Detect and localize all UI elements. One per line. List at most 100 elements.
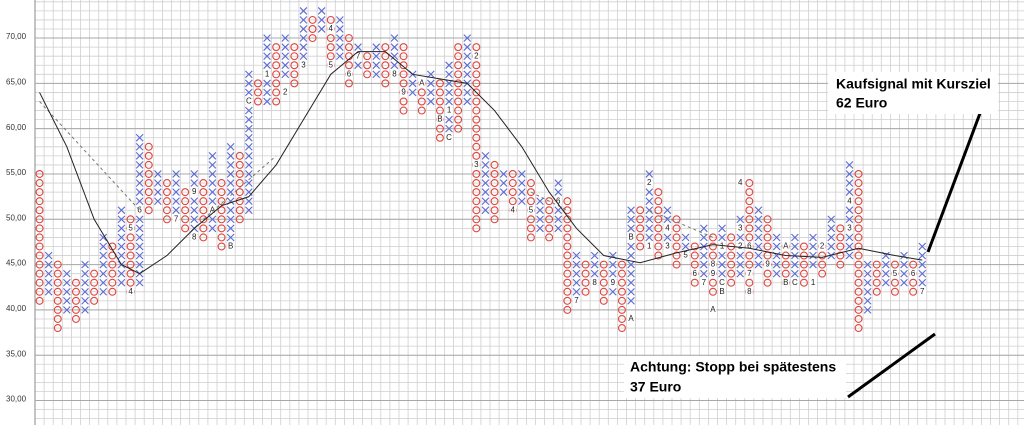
o-symbol bbox=[472, 88, 481, 97]
x-symbol bbox=[263, 34, 271, 42]
o-symbol bbox=[490, 160, 499, 169]
o-symbol bbox=[144, 142, 153, 151]
x-symbol bbox=[317, 7, 326, 15]
month-marker: 7 bbox=[920, 287, 925, 296]
o-symbol bbox=[599, 260, 608, 269]
marker-bg bbox=[436, 115, 444, 124]
o-column bbox=[162, 179, 171, 224]
o-symbol bbox=[235, 206, 244, 215]
x-symbol bbox=[135, 242, 144, 251]
x-symbol bbox=[663, 215, 672, 224]
x-column bbox=[390, 34, 399, 70]
x-symbol bbox=[81, 287, 89, 296]
o-symbol bbox=[745, 260, 754, 269]
o-column bbox=[253, 79, 262, 106]
x-symbol bbox=[226, 152, 235, 160]
x-symbol bbox=[317, 16, 326, 24]
x-symbol bbox=[117, 278, 126, 287]
x-symbol bbox=[190, 170, 199, 178]
marker-bg bbox=[281, 88, 289, 97]
annotation-box bbox=[624, 356, 846, 398]
month-marker: 3 bbox=[301, 60, 306, 69]
o-symbol bbox=[854, 314, 863, 323]
o-symbol bbox=[454, 70, 463, 79]
x-symbol bbox=[481, 179, 490, 187]
x-symbol bbox=[99, 287, 108, 296]
o-symbol bbox=[235, 151, 244, 160]
marker-bg bbox=[554, 197, 562, 206]
o-symbol bbox=[599, 296, 608, 305]
x-symbol bbox=[99, 278, 108, 287]
x-symbol bbox=[900, 278, 908, 287]
o-symbol bbox=[490, 206, 499, 215]
month-marker: 4 bbox=[665, 223, 670, 232]
month-marker: 8 bbox=[747, 287, 752, 296]
x-symbol bbox=[299, 7, 308, 15]
marker-bg bbox=[736, 242, 744, 251]
month-marker: B bbox=[228, 242, 233, 251]
o-symbol bbox=[672, 233, 681, 242]
x-symbol bbox=[245, 170, 253, 178]
marker-bg bbox=[345, 70, 353, 79]
o-symbol bbox=[654, 251, 663, 260]
marker-bg bbox=[509, 206, 517, 215]
x-symbol bbox=[918, 260, 927, 269]
marker-bg bbox=[736, 179, 744, 188]
x-symbol bbox=[135, 179, 144, 187]
x-column bbox=[754, 206, 763, 269]
x-symbol bbox=[135, 197, 144, 206]
o-symbol bbox=[563, 224, 572, 233]
month-marker: A bbox=[419, 78, 425, 87]
x-column bbox=[63, 269, 71, 314]
o-symbol bbox=[654, 233, 663, 242]
x-symbol bbox=[827, 242, 836, 251]
o-symbol bbox=[763, 233, 772, 242]
marker-bg bbox=[745, 287, 753, 296]
o-symbol bbox=[399, 52, 408, 61]
o-symbol bbox=[126, 278, 135, 287]
marker-bg bbox=[709, 305, 717, 314]
annotation-text: 37 Euro bbox=[630, 379, 681, 395]
o-symbol bbox=[745, 179, 754, 188]
x-symbol bbox=[463, 34, 472, 42]
o-symbol bbox=[708, 251, 717, 260]
o-symbol bbox=[235, 215, 244, 224]
o-symbol bbox=[508, 169, 517, 178]
month-marker: 3 bbox=[474, 160, 479, 169]
o-symbol bbox=[144, 179, 153, 188]
o-symbol bbox=[745, 251, 754, 260]
x-symbol bbox=[627, 251, 635, 260]
x-symbol bbox=[172, 179, 180, 187]
o-symbol bbox=[708, 287, 717, 296]
o-symbol bbox=[290, 61, 299, 70]
o-symbol bbox=[763, 269, 772, 278]
marker-bg bbox=[700, 278, 708, 287]
o-symbol bbox=[799, 242, 808, 251]
o-symbol bbox=[35, 224, 44, 233]
o-symbol bbox=[836, 251, 845, 260]
x-symbol bbox=[226, 161, 235, 169]
x-symbol bbox=[572, 260, 581, 269]
x-symbol bbox=[336, 25, 344, 33]
month-marker: C bbox=[792, 278, 798, 287]
o-symbol bbox=[71, 278, 80, 287]
o-symbol bbox=[472, 61, 481, 70]
o-symbol bbox=[162, 197, 171, 206]
y-tick-label: 35,00 bbox=[6, 349, 27, 358]
o-symbol bbox=[654, 215, 663, 224]
y-tick-label: 65,00 bbox=[6, 77, 27, 86]
o-symbol bbox=[290, 52, 299, 61]
o-symbol bbox=[708, 278, 717, 287]
marker-bg bbox=[663, 242, 671, 251]
x-symbol bbox=[809, 260, 817, 269]
o-symbol bbox=[35, 197, 44, 206]
x-symbol bbox=[245, 124, 253, 133]
o-symbol bbox=[290, 79, 299, 88]
x-symbol bbox=[754, 215, 763, 224]
x-symbol bbox=[117, 242, 126, 251]
x-symbol bbox=[645, 233, 654, 242]
x-symbol bbox=[190, 206, 199, 215]
o-column bbox=[71, 278, 80, 323]
x-symbol bbox=[827, 233, 836, 242]
marker-bg bbox=[845, 197, 853, 206]
